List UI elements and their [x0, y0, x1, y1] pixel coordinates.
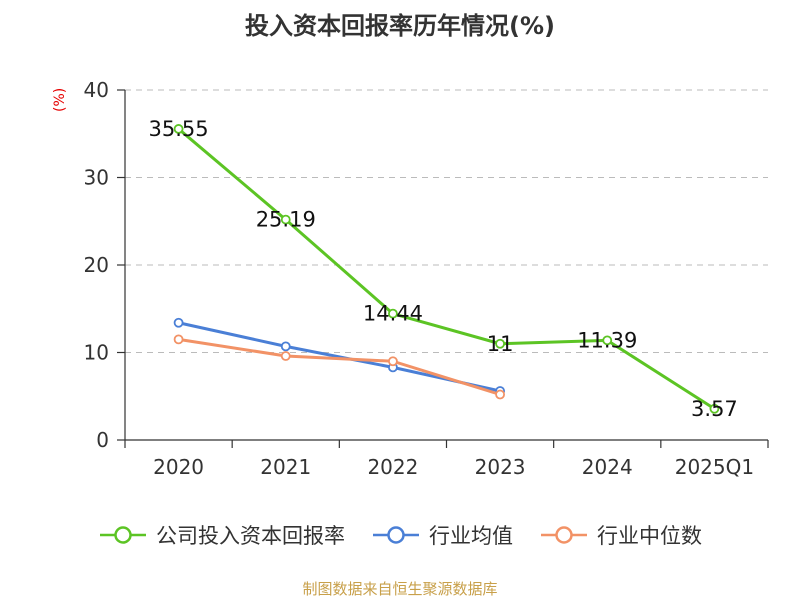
legend-industry-median-label: 行业中位数 — [597, 524, 702, 548]
chart-title: 投入资本回报率历年情况(%) — [245, 12, 555, 40]
x-tick-label: 2025Q1 — [675, 455, 754, 479]
data-point-industry_median[interactable] — [280, 351, 291, 361]
data-label-company: 11 — [487, 332, 514, 356]
data-point-company[interactable] — [495, 338, 505, 349]
x-tick-label: 2021 — [260, 455, 311, 479]
y-tick-label: 10 — [84, 341, 109, 365]
data-label-company: 25.19 — [256, 208, 316, 232]
x-tick-label: 2020 — [153, 455, 204, 479]
y-tick-label: 20 — [84, 253, 109, 277]
legend-company-line-icon — [100, 526, 146, 544]
legend-item-industry-avg[interactable]: 行业均值 — [371, 520, 513, 550]
data-label-company: 11.39 — [577, 328, 637, 352]
legend-company-label: 公司投入资本回报率 — [156, 524, 345, 548]
data-point-industry_avg[interactable] — [173, 317, 184, 328]
data-point-industry_avg[interactable] — [280, 341, 291, 352]
data-point-company[interactable] — [388, 308, 398, 319]
data-source-note: 制图数据来自恒生聚源数据库 — [302, 580, 498, 598]
data-point-industry_median[interactable] — [495, 389, 505, 400]
legend-item-company[interactable]: 公司投入资本回报率 — [98, 520, 345, 550]
data-point-company[interactable] — [709, 403, 720, 414]
legend-industry-avg-label: 行业均值 — [429, 524, 513, 548]
data-label-company: 3.57 — [691, 397, 738, 421]
data-point-industry_median[interactable] — [173, 334, 184, 345]
legend-item-industry-median[interactable]: 行业中位数 — [539, 520, 702, 550]
chart-legend: 公司投入资本回报率 行业均值 行业中位数 — [0, 520, 800, 550]
legend-industry-median-line-icon — [541, 526, 587, 544]
legend-industry-avg-line-icon — [373, 526, 419, 544]
y-tick-label: 0 — [96, 428, 109, 452]
x-tick-label: 2024 — [582, 455, 633, 479]
data-point-industry_median[interactable] — [388, 356, 398, 367]
y-tick-label: 40 — [84, 78, 109, 102]
x-tick-label: 2023 — [475, 455, 526, 479]
data-label-company: 35.55 — [149, 117, 209, 141]
data-point-company[interactable] — [602, 335, 613, 346]
y-tick-label: 30 — [84, 166, 109, 190]
series-line-company — [177, 127, 716, 411]
data-point-company[interactable] — [280, 214, 291, 225]
data-point-company[interactable] — [173, 124, 184, 134]
x-tick-label: 2022 — [367, 455, 418, 479]
series-line-industry_median — [178, 337, 501, 396]
data-label-company: 14.44 — [363, 302, 423, 326]
